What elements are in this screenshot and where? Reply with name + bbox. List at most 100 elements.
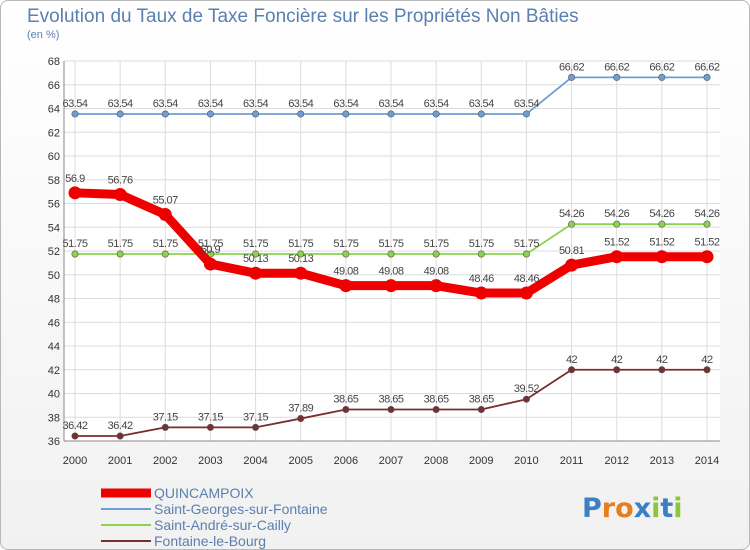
axes: 36 38 40 42 44 46 48 50 52 54 56 58 60 62 64 66 68 2000 20… [48, 56, 720, 467]
data-label: 49.08 [333, 266, 358, 278]
y-tick-label: 46 [48, 317, 60, 329]
data-point [703, 220, 711, 228]
data-label: 51.75 [333, 238, 358, 250]
data-label: 51.75 [288, 238, 313, 250]
x-tick-label: 2003 [198, 455, 222, 467]
data-label: 51.75 [424, 238, 449, 250]
x-tick-label: 2007 [379, 455, 403, 467]
data-label: 66.62 [604, 61, 629, 73]
chart-title: Evolution du Taux de Taxe Foncière sur l… [27, 6, 579, 27]
data-label: 63.54 [514, 98, 539, 110]
y-tick-label: 56 [48, 199, 60, 211]
data-point [116, 250, 124, 258]
legend-label: QUINCAMPOIX [154, 485, 254, 501]
data-point [565, 258, 579, 272]
data-label: 63.54 [243, 98, 268, 110]
data-point [116, 110, 124, 118]
data-point [252, 250, 260, 258]
data-label: 51.75 [153, 238, 178, 250]
logo-letter: i [651, 493, 660, 524]
data-label: 51.75 [198, 238, 223, 250]
data-label: 66.62 [649, 61, 674, 73]
data-point [158, 208, 172, 222]
data-label: 63.54 [424, 98, 449, 110]
data-point [429, 279, 443, 293]
data-point [568, 73, 576, 81]
data-point [71, 250, 79, 258]
data-label: 50.81 [559, 245, 584, 257]
data-point [161, 110, 169, 118]
data-point [206, 423, 214, 431]
data-label: 42 [656, 354, 668, 366]
logo-letter: P [582, 493, 602, 524]
data-point [71, 110, 79, 118]
data-label: 54.26 [604, 208, 629, 220]
data-point [432, 406, 440, 414]
data-point [387, 110, 395, 118]
logo-letter: x [634, 493, 651, 524]
data-point [68, 186, 82, 200]
data-labels: 56.9 56.76 55.07 50.9 50.13 50.13 49.08 49.08 49… [62, 61, 720, 432]
data-label: 54.26 [649, 208, 674, 220]
data-label: 36.42 [108, 420, 133, 432]
x-tick-label: 2009 [469, 455, 493, 467]
series-saint-georges-sur-fontaine [71, 73, 711, 118]
data-label: 51.75 [378, 238, 403, 250]
x-tick-label: 2011 [560, 455, 584, 467]
x-tick-label: 2013 [650, 455, 674, 467]
data-label: 51.52 [604, 237, 629, 249]
data-label: 51.52 [649, 237, 674, 249]
logo-letter: r [602, 493, 616, 524]
data-label: 51.75 [108, 238, 133, 250]
data-label: 63.54 [62, 98, 87, 110]
data-point [522, 250, 530, 258]
data-label: 55.07 [153, 195, 178, 207]
data-point [203, 257, 217, 271]
data-label: 49.08 [378, 266, 403, 278]
data-label: 42 [701, 354, 713, 366]
data-point [474, 286, 488, 300]
data-point [71, 432, 79, 440]
series-fontaine-le-bourg [71, 366, 711, 440]
data-point [432, 250, 440, 258]
data-point [342, 110, 350, 118]
y-axis-unit: (en %) [27, 29, 59, 41]
data-point [658, 73, 666, 81]
data-point [522, 110, 530, 118]
x-tick-label: 2001 [108, 455, 132, 467]
x-tick-label: 2010 [514, 455, 538, 467]
data-point [568, 220, 576, 228]
legend-label: Saint-André-sur-Cailly [154, 517, 291, 533]
data-label: 63.54 [333, 98, 358, 110]
data-label: 63.54 [153, 98, 178, 110]
series-group [68, 73, 714, 440]
data-point [477, 406, 485, 414]
data-point [655, 250, 669, 264]
data-point [610, 250, 624, 264]
data-label: 63.54 [288, 98, 313, 110]
x-tick-label: 2006 [334, 455, 358, 467]
data-label: 49.08 [424, 266, 449, 278]
data-label: 48.46 [469, 273, 494, 285]
data-point [703, 366, 711, 374]
data-point [658, 366, 666, 374]
y-tick-label: 68 [48, 56, 60, 68]
data-label: 36.42 [62, 420, 87, 432]
data-label: 56.76 [108, 174, 133, 186]
data-label: 66.62 [694, 61, 719, 73]
logo-letter: t [660, 493, 673, 524]
y-tick-label: 38 [48, 412, 60, 424]
data-label: 38.65 [424, 394, 449, 406]
data-label: 63.54 [198, 98, 223, 110]
data-label: 51.75 [243, 238, 268, 250]
data-point [342, 406, 350, 414]
data-label: 38.65 [378, 394, 403, 406]
data-label: 37.89 [288, 403, 313, 415]
data-point [477, 110, 485, 118]
data-point [387, 250, 395, 258]
y-tick-label: 44 [48, 341, 60, 353]
x-tick-label: 2004 [243, 455, 267, 467]
y-tick-label: 52 [48, 246, 60, 258]
data-point [339, 279, 353, 293]
y-tick-label: 42 [48, 365, 60, 377]
